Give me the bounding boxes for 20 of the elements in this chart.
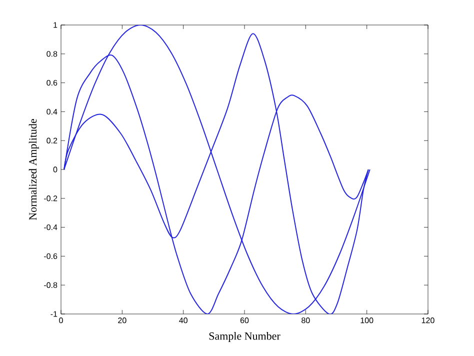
x-tick-label: 40 (179, 318, 188, 324)
x-axis-title: Sample Number (209, 332, 280, 342)
y-tick-label: -0.4 (44, 224, 58, 230)
x-tick-label: 20 (118, 318, 126, 324)
y-tick-label: -0.8 (44, 282, 58, 288)
y-tick-label: 0 (53, 166, 58, 172)
y-tick-label: -1 (50, 311, 58, 317)
y-tick-label: -0.6 (44, 253, 58, 260)
y-tick-label: 0.6 (46, 80, 58, 86)
x-tick-label: 60 (240, 318, 249, 324)
x-tick-label: 80 (302, 318, 310, 324)
x-tick-label: 120 (422, 318, 434, 324)
y-tick-label: 0.8 (46, 51, 58, 57)
y-tick-label: 1 (54, 22, 58, 28)
y-tick-label: -0.2 (44, 196, 58, 202)
x-tick-label: 100 (360, 318, 374, 324)
y-tick-label: 0.4 (46, 108, 58, 115)
x-tick-label: 0 (59, 318, 63, 324)
y-tick-label: 0.2 (46, 138, 58, 144)
y-axis-title: Normalized Amplitude (28, 119, 39, 220)
